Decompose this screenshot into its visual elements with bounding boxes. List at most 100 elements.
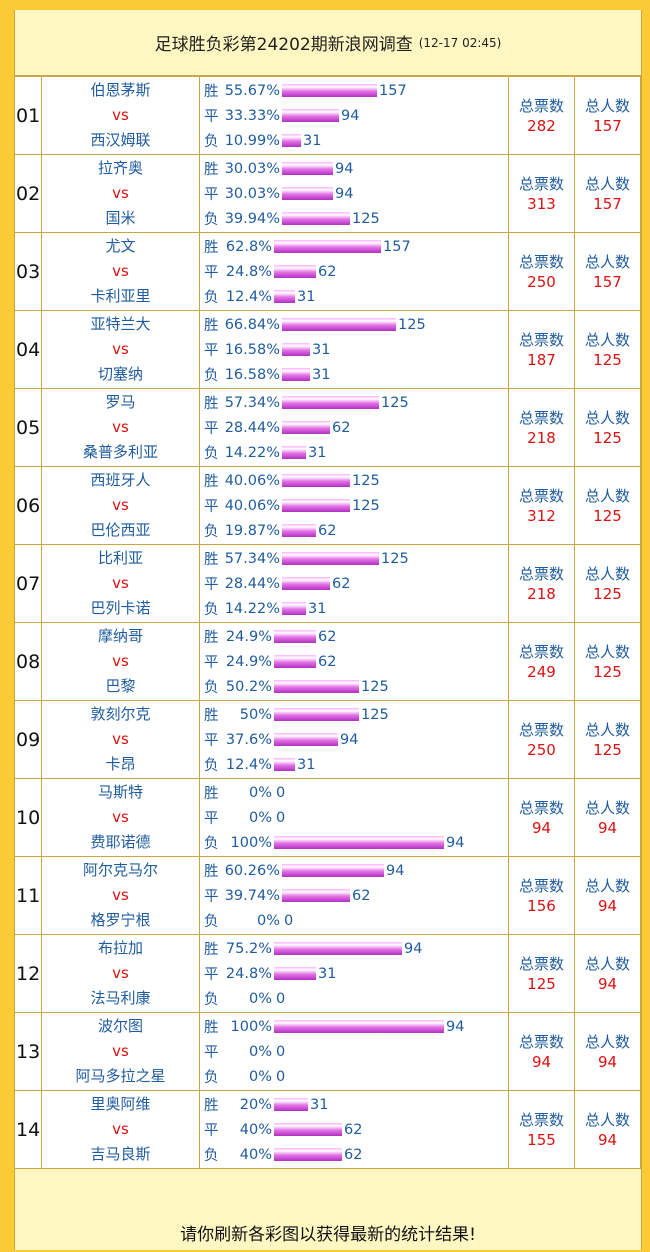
win-bar [282, 396, 379, 409]
win-bar [274, 630, 316, 643]
draw-label: 平 [204, 889, 219, 905]
draw-row: 平 0% 0 [204, 1039, 508, 1064]
total-votes-value: 187 [527, 350, 556, 369]
match-row: 11 阿尔克马尔 vs 格罗宁根 胜 60.26% 94 平 39.74% 62 负 0% 0 总票数 15… [14, 856, 641, 935]
draw-label: 平 [204, 265, 219, 281]
total-votes-cell: 总票数 156 [508, 856, 575, 935]
match-number: 08 [14, 622, 42, 701]
draw-count: 0 [276, 1043, 286, 1060]
draw-label: 平 [204, 1123, 219, 1139]
lose-percent: 0% [248, 990, 272, 1007]
total-votes-cell: 总票数 282 [508, 76, 575, 155]
win-percent: 40.06% [224, 472, 280, 489]
draw-bar [274, 1123, 342, 1136]
win-percent: 24.9% [225, 628, 272, 645]
lose-label: 负 [204, 680, 219, 696]
draw-count: 62 [318, 263, 337, 280]
match-row: 03 尤文 vs 卡利亚里 胜 62.8% 157 平 24.8% 62 负 12.4% 31 总票数 25… [14, 232, 641, 311]
lose-bar [282, 212, 350, 225]
vs-label: vs [112, 730, 129, 748]
draw-count: 62 [344, 1121, 363, 1138]
lose-bar [274, 1148, 342, 1161]
draw-row: 平 28.44% 62 [204, 415, 508, 440]
total-people-value: 94 [597, 896, 618, 915]
away-team: 巴列卡诺 [90, 599, 151, 617]
draw-percent: 33.33% [224, 107, 280, 124]
lose-row: 负 14.22% 31 [204, 596, 508, 621]
lose-label: 负 [204, 1148, 219, 1164]
vote-distribution: 胜 55.67% 157 平 33.33% 94 负 10.99% 31 [199, 76, 509, 155]
total-people-cell: 总人数 125 [574, 700, 641, 779]
footer-note: 请你刷新各彩图以获得最新的统计结果! [180, 1225, 476, 1245]
match-row: 08 摩纳哥 vs 巴黎 胜 24.9% 62 平 24.9% 62 负 50.2% 125 总票数 249… [14, 622, 641, 701]
vs-label: vs [112, 574, 129, 592]
lose-count: 31 [303, 132, 322, 149]
win-row: 胜 40.06% 125 [204, 468, 508, 493]
match-number: 10 [14, 778, 42, 857]
vote-distribution: 胜 0% 0 平 0% 0 负 100% 94 [199, 778, 509, 857]
draw-row: 平 16.58% 31 [204, 337, 508, 362]
total-people-cell: 总人数 157 [574, 76, 641, 155]
lose-label: 负 [204, 368, 219, 384]
total-votes-value: 94 [531, 818, 552, 837]
win-row: 胜 100% 94 [204, 1014, 508, 1039]
match-teams: 里奥阿维 vs 吉马良斯 [41, 1090, 200, 1169]
lose-bar [274, 758, 295, 771]
home-team: 尤文 [105, 237, 136, 255]
match-row: 05 罗马 vs 桑普多利亚 胜 57.34% 125 平 28.44% 62 负 14.22% 31 总… [14, 388, 641, 467]
draw-bar [282, 187, 333, 200]
match-row: 02 拉齐奥 vs 国米 胜 30.03% 94 平 30.03% 94 负 39.94% 125 总票数… [14, 154, 641, 233]
vs-label: vs [112, 652, 129, 670]
home-team: 波尔图 [97, 1017, 143, 1035]
lose-bar [282, 368, 310, 381]
total-people-label: 总人数 [584, 252, 630, 271]
total-people-label: 总人数 [584, 96, 630, 115]
win-row: 胜 24.9% 62 [204, 624, 508, 649]
vote-distribution: 胜 40.06% 125 平 40.06% 125 负 19.87% 62 [199, 466, 509, 545]
draw-row: 平 39.74% 62 [204, 883, 508, 908]
total-votes-label: 总票数 [518, 798, 564, 817]
home-team: 西班牙人 [90, 471, 151, 489]
lose-count: 31 [312, 366, 331, 383]
win-row: 胜 20% 31 [204, 1092, 508, 1117]
lose-bar [282, 524, 316, 537]
lose-count: 125 [352, 210, 380, 227]
win-count: 157 [379, 82, 407, 99]
survey-table: 01 伯恩茅斯 vs 西汉姆联胜 55.67% 157 平 33.33% 94 负 10.99% 31… [14, 76, 641, 1169]
win-label: 胜 [204, 708, 219, 724]
match-teams: 比利亚 vs 巴列卡诺 [41, 544, 200, 623]
match-number: 05 [14, 388, 42, 467]
match-row: 06 西班牙人 vs 巴伦西亚 胜 40.06% 125 平 40.06% 125 负 19.87% 6… [14, 466, 641, 545]
match-teams: 西班牙人 vs 巴伦西亚 [41, 466, 200, 545]
win-count: 0 [276, 784, 286, 801]
lose-row: 负 14.22% 31 [204, 440, 508, 465]
away-team: 西汉姆联 [90, 131, 151, 149]
draw-label: 平 [204, 655, 219, 671]
home-team: 摩纳哥 [97, 627, 143, 645]
total-people-cell: 总人数 157 [574, 154, 641, 233]
total-votes-cell: 总票数 218 [508, 388, 575, 467]
lose-percent: 12.4% [225, 756, 272, 773]
total-people-cell: 总人数 125 [574, 310, 641, 389]
lose-count: 31 [308, 444, 327, 461]
vs-label: vs [112, 262, 129, 280]
lose-percent: 16.58% [224, 366, 280, 383]
win-count: 125 [352, 472, 380, 489]
draw-row: 平 33.33% 94 [204, 103, 508, 128]
lose-row: 负 39.94% 125 [204, 206, 508, 231]
away-team: 巴伦西亚 [90, 521, 151, 539]
match-row: 01 伯恩茅斯 vs 西汉姆联 胜 55.67% 157 平 33.33% 94 负 10.99% 31… [14, 76, 641, 155]
win-label: 胜 [204, 240, 219, 256]
win-count: 125 [398, 316, 426, 333]
lose-count: 94 [446, 834, 465, 851]
win-count: 94 [446, 1018, 465, 1035]
win-count: 31 [310, 1096, 329, 1113]
home-team: 敦刻尔克 [90, 705, 151, 723]
away-team: 桑普多利亚 [82, 443, 158, 461]
lose-label: 负 [204, 914, 219, 930]
lose-percent: 40% [239, 1146, 272, 1163]
draw-count: 31 [318, 965, 337, 982]
total-votes-label: 总票数 [518, 1032, 564, 1051]
win-count: 94 [404, 940, 423, 957]
total-people-label: 总人数 [584, 642, 630, 661]
